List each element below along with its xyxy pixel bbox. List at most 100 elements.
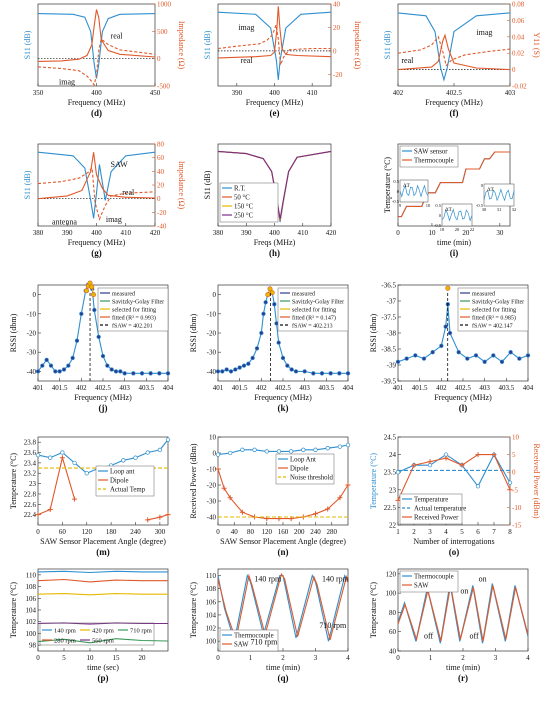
series-line: [37, 638, 169, 644]
series-line: [217, 572, 349, 642]
inset-plot: ΔT 30 31 32 0 -0.5: [476, 183, 516, 212]
series-marker: [92, 307, 97, 313]
y-right-tick-label: -40: [157, 223, 167, 231]
legend-label: Dipole: [110, 478, 129, 485]
x-tick-label: 350: [33, 89, 44, 97]
y-tick-label: 22.4: [24, 511, 37, 519]
series-marker: [237, 365, 242, 370]
series-marker: [121, 458, 126, 463]
x-tick-label: 420: [326, 229, 337, 237]
y-tick-label: 23.2: [24, 470, 37, 478]
x-tick-label: 410: [307, 89, 318, 97]
chart-panel: 0 10 20 30 time (min) Temperature (°C) (i) SAW …: [383, 143, 516, 258]
series-marker: [508, 350, 513, 355]
y-tick-label: 0: [213, 291, 217, 299]
chart-panel: 0 5 10 15 20 98 100 102 104 106 108 110 time (sec) Te…: [9, 568, 169, 683]
chart-panel: 380 390 400 410 420 Freqs (MHz) S11 (dB) (h) R.T…: [203, 143, 337, 258]
y-tick-label: 108: [206, 585, 217, 593]
series-marker: [148, 371, 153, 376]
series-marker: [254, 346, 260, 351]
x-tick-label: 410: [298, 229, 309, 237]
panel-label: (p): [98, 673, 109, 683]
series-marker: [421, 356, 427, 361]
x-tick-label: 240: [310, 528, 321, 536]
series-marker: [395, 359, 401, 364]
series-marker: [499, 359, 505, 364]
series-marker: [250, 355, 255, 361]
y-right-tick-label: -0.02: [512, 83, 527, 91]
legend-label: 50 °C: [234, 195, 250, 202]
inset-y-tick: -0.5: [392, 199, 400, 204]
x-tick-label: 402: [436, 384, 447, 392]
x-tick-label: 403.5: [138, 384, 154, 392]
inset-label: ΔT: [403, 183, 411, 189]
series-marker: [165, 371, 171, 376]
y-axis-label: S11 (dB): [203, 30, 212, 59]
y-tick-label: 80: [389, 609, 397, 617]
series-marker: [228, 369, 234, 374]
x-tick-label: 10: [87, 654, 95, 662]
panel-label: (r): [458, 673, 468, 683]
annotation: real: [122, 188, 135, 197]
series-marker: [525, 353, 531, 358]
series-line: [37, 9, 156, 62]
x-tick-label: 403: [505, 89, 516, 97]
series-line: [397, 12, 511, 82]
chart-panel: 401 401.5 402 402.5 403 403.5 404 -40 -30 -20 -10 0…: [9, 280, 174, 413]
x-tick-label: 0: [216, 654, 220, 662]
x-tick-label: 404: [163, 384, 174, 392]
chart-panel: 380 390 400 410 420-40 -20 0 20 40 60 80 Frequency …: [23, 141, 186, 259]
annotation: real: [241, 56, 254, 65]
y-right-tick-label: 40: [157, 168, 165, 176]
y-tick-label: 100: [386, 590, 397, 598]
series-marker: [276, 449, 282, 454]
series-marker: [272, 302, 277, 307]
x-tick-label: 401.5: [412, 384, 428, 392]
inset-line: [483, 188, 515, 202]
y-right-tick-label: 500: [157, 28, 168, 36]
y-axis-label: Temperature (°C): [383, 157, 392, 214]
legend-label: Thermocouple: [414, 158, 454, 165]
series-marker: [70, 355, 75, 361]
legend-label: Savitzky-Golay Filter: [472, 300, 524, 306]
x-axis-label: Frequency (MHz): [425, 98, 483, 107]
legend-label: Loop ant: [110, 469, 134, 476]
legend-label: selected for fitting: [472, 307, 516, 314]
series-marker: [35, 369, 41, 374]
x-tick-label: 402.5: [95, 384, 111, 392]
inset-x-tick: 9: [399, 203, 402, 208]
series-marker: [264, 449, 269, 454]
y-axis-label: Temperature (°C): [369, 582, 378, 639]
series-marker: [157, 371, 162, 376]
fit-point: [89, 284, 95, 290]
x-axis-label: time (min): [446, 663, 480, 672]
x-tick-label: 403: [299, 384, 310, 392]
series-marker: [288, 449, 294, 454]
series-marker: [44, 357, 49, 363]
series-marker: [252, 447, 257, 452]
x-tick-label: 3: [428, 528, 432, 536]
panel-label: (h): [269, 248, 280, 258]
panel-label: (o): [449, 547, 460, 557]
x-tick-label: 15: [113, 654, 121, 662]
series-marker: [131, 371, 136, 376]
y-tick-label: 102: [206, 625, 217, 633]
annotation: imag: [476, 28, 492, 37]
series-marker: [105, 363, 110, 368]
y-axis-label: S11 (dB): [23, 170, 32, 199]
y-tick-label: -10: [27, 310, 37, 318]
series-marker: [475, 484, 481, 489]
y-right-tick-label: 0: [157, 195, 161, 203]
y-right-tick-label: 60: [157, 154, 165, 162]
series-marker: [325, 446, 330, 451]
legend-label: 420 rpm: [92, 628, 114, 635]
series-marker: [113, 369, 119, 374]
inset-y-tick: -0.5: [434, 223, 442, 228]
y-tick-label: -10: [207, 466, 217, 474]
series-marker: [289, 367, 294, 372]
series-line: [37, 151, 156, 219]
series-marker: [411, 462, 417, 468]
y-tick-label: 24.5: [384, 434, 397, 442]
series-marker: [491, 353, 496, 358]
